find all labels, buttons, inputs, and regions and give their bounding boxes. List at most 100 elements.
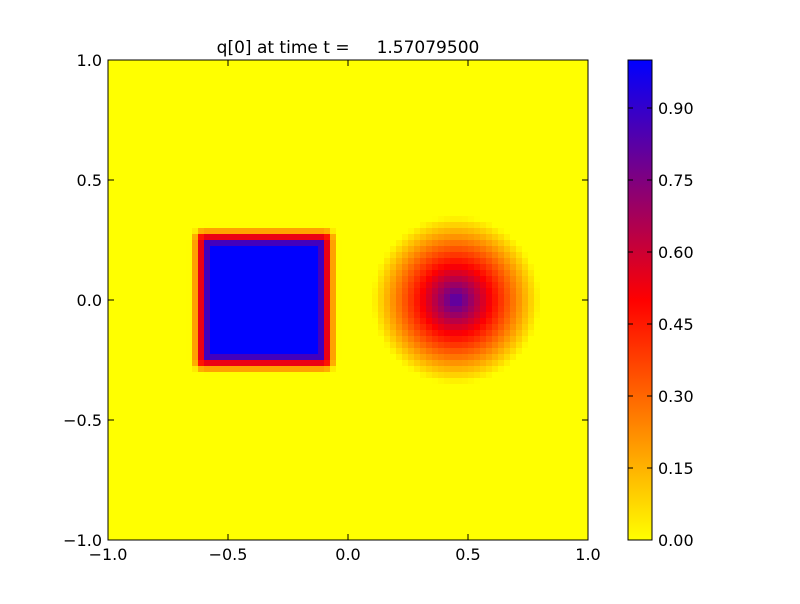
heatmap-cell — [306, 348, 313, 355]
heatmap-cell — [474, 378, 481, 385]
heatmap-cell — [318, 396, 325, 403]
heatmap-cell — [198, 252, 205, 259]
heatmap-cell — [168, 408, 175, 415]
heatmap-cell — [282, 348, 289, 355]
heatmap-cell — [486, 372, 493, 379]
heatmap-cell — [348, 60, 355, 67]
heatmap-cell — [114, 180, 121, 187]
heatmap-cell — [132, 282, 139, 289]
heatmap-cell — [492, 84, 499, 91]
heatmap-cell — [366, 396, 373, 403]
heatmap-cell — [498, 84, 505, 91]
heatmap-cell — [204, 360, 211, 367]
heatmap-cell — [438, 372, 445, 379]
heatmap-cell — [402, 174, 409, 181]
heatmap-cell — [246, 348, 253, 355]
heatmap-cell — [264, 66, 271, 73]
heatmap-cell — [342, 84, 349, 91]
heatmap-cell — [138, 138, 145, 145]
heatmap-cell — [468, 90, 475, 97]
heatmap-cell — [264, 108, 271, 115]
heatmap-cell — [360, 426, 367, 433]
heatmap-cell — [372, 222, 379, 229]
heatmap-cell — [318, 222, 325, 229]
heatmap-cell — [246, 72, 253, 79]
heatmap-cell — [282, 186, 289, 193]
heatmap-cell — [234, 378, 241, 385]
heatmap-cell — [402, 132, 409, 139]
heatmap-cell — [282, 294, 289, 301]
heatmap-cell — [462, 162, 469, 169]
heatmap-cell — [462, 378, 469, 385]
heatmap-cell — [120, 228, 127, 235]
heatmap-cell — [204, 222, 211, 229]
heatmap-cell — [312, 306, 319, 313]
heatmap-cell — [510, 234, 517, 241]
heatmap-cell — [486, 408, 493, 415]
heatmap-cell — [216, 408, 223, 415]
heatmap-cell — [198, 372, 205, 379]
heatmap-cell — [552, 60, 559, 67]
heatmap-cell — [432, 330, 439, 337]
heatmap-cell — [432, 312, 439, 319]
heatmap-cell — [186, 354, 193, 361]
heatmap-cell — [174, 66, 181, 73]
heatmap-cell — [432, 114, 439, 121]
heatmap-cell — [396, 312, 403, 319]
heatmap-cell — [534, 384, 541, 391]
heatmap-cell — [342, 114, 349, 121]
heatmap-cell — [348, 84, 355, 91]
heatmap-cell — [570, 198, 577, 205]
heatmap-cell — [276, 366, 283, 373]
heatmap-cell — [324, 192, 331, 199]
heatmap-cell — [564, 360, 571, 367]
heatmap-cell — [570, 144, 577, 151]
heatmap-cell — [522, 180, 529, 187]
heatmap-cell — [558, 144, 565, 151]
heatmap-cell — [354, 78, 361, 85]
heatmap-cell — [438, 234, 445, 241]
heatmap-cell — [564, 366, 571, 373]
heatmap-cell — [414, 288, 421, 295]
heatmap-cell — [378, 354, 385, 361]
heatmap-cell — [222, 432, 229, 439]
heatmap-cell — [564, 276, 571, 283]
heatmap-cell — [582, 360, 589, 367]
heatmap-cell — [462, 84, 469, 91]
heatmap-cell — [192, 270, 199, 277]
heatmap-cell — [288, 414, 295, 421]
heatmap-cell — [378, 252, 385, 259]
heatmap-cell — [156, 198, 163, 205]
heatmap-cell — [162, 396, 169, 403]
heatmap-cell — [174, 198, 181, 205]
heatmap-cell — [558, 258, 565, 265]
heatmap-cell — [378, 240, 385, 247]
heatmap-cell — [222, 168, 229, 175]
heatmap-cell — [558, 354, 565, 361]
heatmap-cell — [108, 360, 115, 367]
heatmap-cell — [138, 102, 145, 109]
heatmap-cell — [408, 408, 415, 415]
heatmap-cell — [486, 264, 493, 271]
heatmap-cell — [132, 348, 139, 355]
heatmap-cell — [498, 234, 505, 241]
heatmap-cell — [534, 222, 541, 229]
heatmap-cell — [450, 144, 457, 151]
heatmap-cell — [498, 210, 505, 217]
heatmap-cell — [246, 150, 253, 157]
heatmap-cell — [324, 204, 331, 211]
heatmap-cell — [198, 102, 205, 109]
heatmap-cell — [540, 282, 547, 289]
heatmap-cell — [318, 336, 325, 343]
heatmap-cell — [192, 384, 199, 391]
heatmap-cell — [468, 264, 475, 271]
heatmap-cell — [432, 324, 439, 331]
heatmap-cell — [510, 186, 517, 193]
heatmap-cell — [390, 288, 397, 295]
heatmap-cell — [246, 102, 253, 109]
heatmap-cell — [462, 210, 469, 217]
heatmap-cell — [378, 348, 385, 355]
heatmap-cell — [156, 282, 163, 289]
heatmap-cell — [288, 90, 295, 97]
heatmap-cell — [354, 378, 361, 385]
